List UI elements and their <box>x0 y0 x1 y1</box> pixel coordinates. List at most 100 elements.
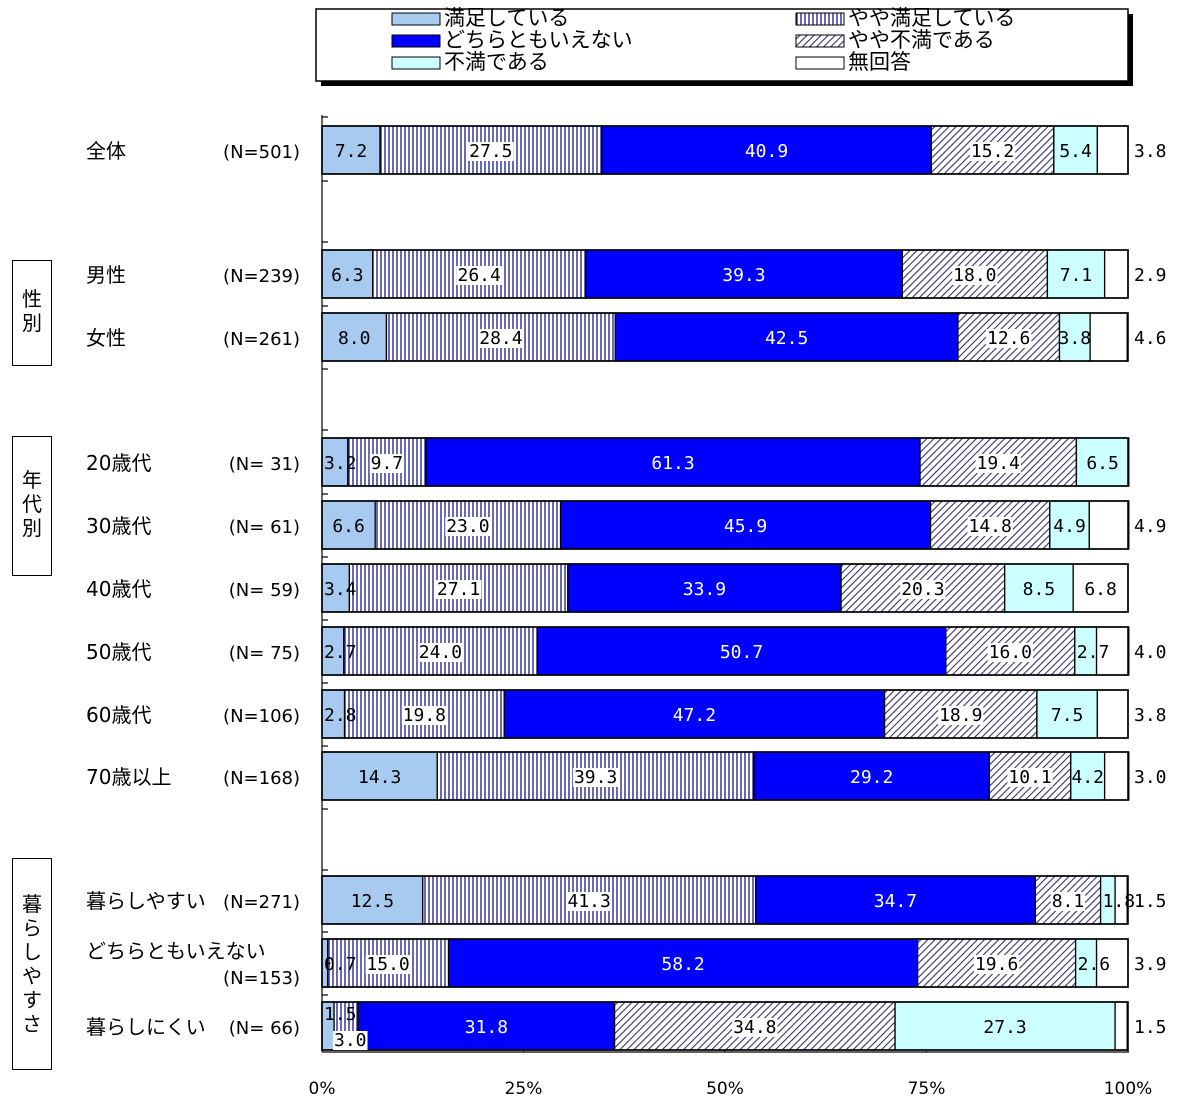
data-label-somewhat-dissatisfied: 34.8 <box>733 1017 776 1038</box>
bar-segment-dissatisfied <box>1058 312 1091 362</box>
row-label: 70歳以上 <box>86 765 171 789</box>
data-label-somewhat-dissatisfied: 18.0 <box>953 265 996 286</box>
row-sample-size: (N= 61) <box>229 517 300 538</box>
data-label-bg <box>435 580 482 599</box>
data-label-somewhat-satisfied: 39.3 <box>574 767 617 788</box>
group-label-gender: 性別 <box>12 260 52 366</box>
data-label-satisfied: 6.3 <box>331 265 364 286</box>
data-label-somewhat-satisfied: 28.4 <box>479 328 522 349</box>
row-label: 暮らしやすい <box>86 889 206 913</box>
data-label-bg <box>952 266 998 285</box>
row-label: 60歳代 <box>86 703 151 727</box>
legend-swatch-somewhat-dissatisfied <box>795 34 845 48</box>
data-label-neutral: 61.3 <box>651 453 694 474</box>
data-label-dissatisfied: 7.5 <box>1051 705 1084 726</box>
data-label-bg <box>478 329 524 348</box>
legend-label-somewhat-dissatisfied: やや不満である <box>848 28 995 52</box>
data-label-somewhat-dissatisfied: 18.9 <box>939 705 982 726</box>
data-label-neutral: 47.2 <box>673 705 716 726</box>
axis: 0% 25% 50% 75% 100% <box>309 115 1152 1099</box>
data-label-no-answer: 3.0 <box>1134 767 1167 788</box>
data-label-no-answer: 6.8 <box>1084 579 1117 600</box>
data-label-somewhat-dissatisfied: 19.6 <box>975 954 1018 975</box>
data-label-bg <box>1050 892 1086 911</box>
data-label-somewhat-satisfied: 27.5 <box>469 141 512 162</box>
group-label-text: 年代別 <box>22 468 42 540</box>
row-labels: 全体 (N=501) 男性 (N=239) 女性 (N=261) 20歳代 (N= 31) 30… <box>86 139 300 1039</box>
data-label-no-answer: 3.8 <box>1134 141 1167 162</box>
row-sample-size: (N=501) <box>223 142 300 163</box>
data-label-bg <box>417 643 464 662</box>
legend-label-neutral: どちらともいえない <box>444 28 633 52</box>
data-label-bg <box>986 329 1032 348</box>
bar-segment-no-answer <box>1096 689 1129 739</box>
bar-segment-no-answer <box>1088 500 1130 550</box>
bar-outline <box>321 437 1129 487</box>
bar-segment-somewhat-dissatisfied <box>1034 875 1102 925</box>
data-label-dissatisfied: 3.8 <box>1059 328 1092 349</box>
x-tick-label: 75% <box>908 1079 946 1099</box>
group-label-age: 年代別 <box>12 436 52 576</box>
row-label: 全体 <box>86 139 126 163</box>
bar-segment-no-answer <box>1096 125 1129 175</box>
data-label-satisfied: 12.5 <box>351 891 394 912</box>
data-label-bg <box>973 955 1020 974</box>
group-label-livability: 暮らしやすさ <box>12 858 52 1070</box>
data-label-somewhat-dissatisfied: 20.3 <box>901 579 944 600</box>
data-label-neutral: 33.9 <box>683 579 726 600</box>
bar-segment-dissatisfied <box>1049 500 1090 550</box>
row-sample-size: (N=261) <box>223 329 300 350</box>
row-label: 20歳代 <box>86 451 151 475</box>
x-tick-label: 0% <box>309 1079 336 1099</box>
data-label-bg <box>468 142 514 161</box>
bar-outline <box>321 875 1129 925</box>
data-label-dissatisfied: 1.8 <box>1103 891 1136 912</box>
data-label-no-answer: 4.6 <box>1134 328 1167 349</box>
data-label-dissatisfied: 4.2 <box>1071 767 1104 788</box>
row-sample-size: (N= 59) <box>229 580 300 601</box>
bar-segment-no-answer <box>1114 1001 1128 1051</box>
bar-outline <box>321 563 1129 613</box>
bar-segment-neutral <box>503 689 886 739</box>
data-label-dissatisfied: 27.3 <box>983 1017 1026 1038</box>
legend-swatch-satisfied <box>391 12 441 26</box>
legend-label-no-answer: 無回答 <box>848 50 911 74</box>
x-tick-label: 25% <box>505 1079 543 1099</box>
row-sample-size: (N= 75) <box>229 643 300 664</box>
bar-segment-dissatisfied <box>1004 563 1074 613</box>
data-label-neutral: 50.7 <box>720 642 763 663</box>
data-label-satisfied: 3.4 <box>324 579 357 600</box>
data-label-bg <box>456 266 502 285</box>
bar-segment-no-answer <box>1095 626 1130 676</box>
data-label-bg <box>967 517 1013 536</box>
data-label-dissatisfied: 2.6 <box>1078 954 1111 975</box>
bar-outline <box>321 1001 1129 1051</box>
data-label-satisfied: 0.7 <box>324 954 357 975</box>
bar-segment-somewhat-satisfied <box>343 626 538 676</box>
bar-outline <box>321 500 1129 550</box>
data-label-satisfied: 3.2 <box>324 453 357 474</box>
row-sample-size: (N= 66) <box>229 1018 300 1039</box>
data-label-satisfied: 2.7 <box>324 642 357 663</box>
bar-outline <box>321 249 1129 299</box>
data-label-bg <box>938 706 984 725</box>
data-label-satisfied: 7.2 <box>335 141 368 162</box>
data-label-dissatisfied: 4.9 <box>1053 516 1086 537</box>
row-label: 女性 <box>86 326 126 350</box>
data-label-somewhat-satisfied: 27.1 <box>437 579 480 600</box>
data-label-bg <box>369 454 405 473</box>
legend-swatch-neutral <box>391 34 441 48</box>
data-label-somewhat-dissatisfied: 14.8 <box>968 516 1011 537</box>
data-label-no-answer: 1.5 <box>1134 891 1167 912</box>
bar-outline <box>321 751 1129 801</box>
data-label-bg <box>1007 768 1053 787</box>
bar-segment-neutral <box>753 751 991 801</box>
bar-outline <box>321 626 1129 676</box>
data-label-bg <box>969 142 1016 161</box>
bar-segment-dissatisfied <box>1075 437 1130 487</box>
data-label-somewhat-satisfied: 26.4 <box>457 265 500 286</box>
row-label: 50歳代 <box>86 640 151 664</box>
legend-swatch-somewhat-satisfied <box>795 12 845 26</box>
bar-segment-dissatisfied <box>1053 125 1099 175</box>
